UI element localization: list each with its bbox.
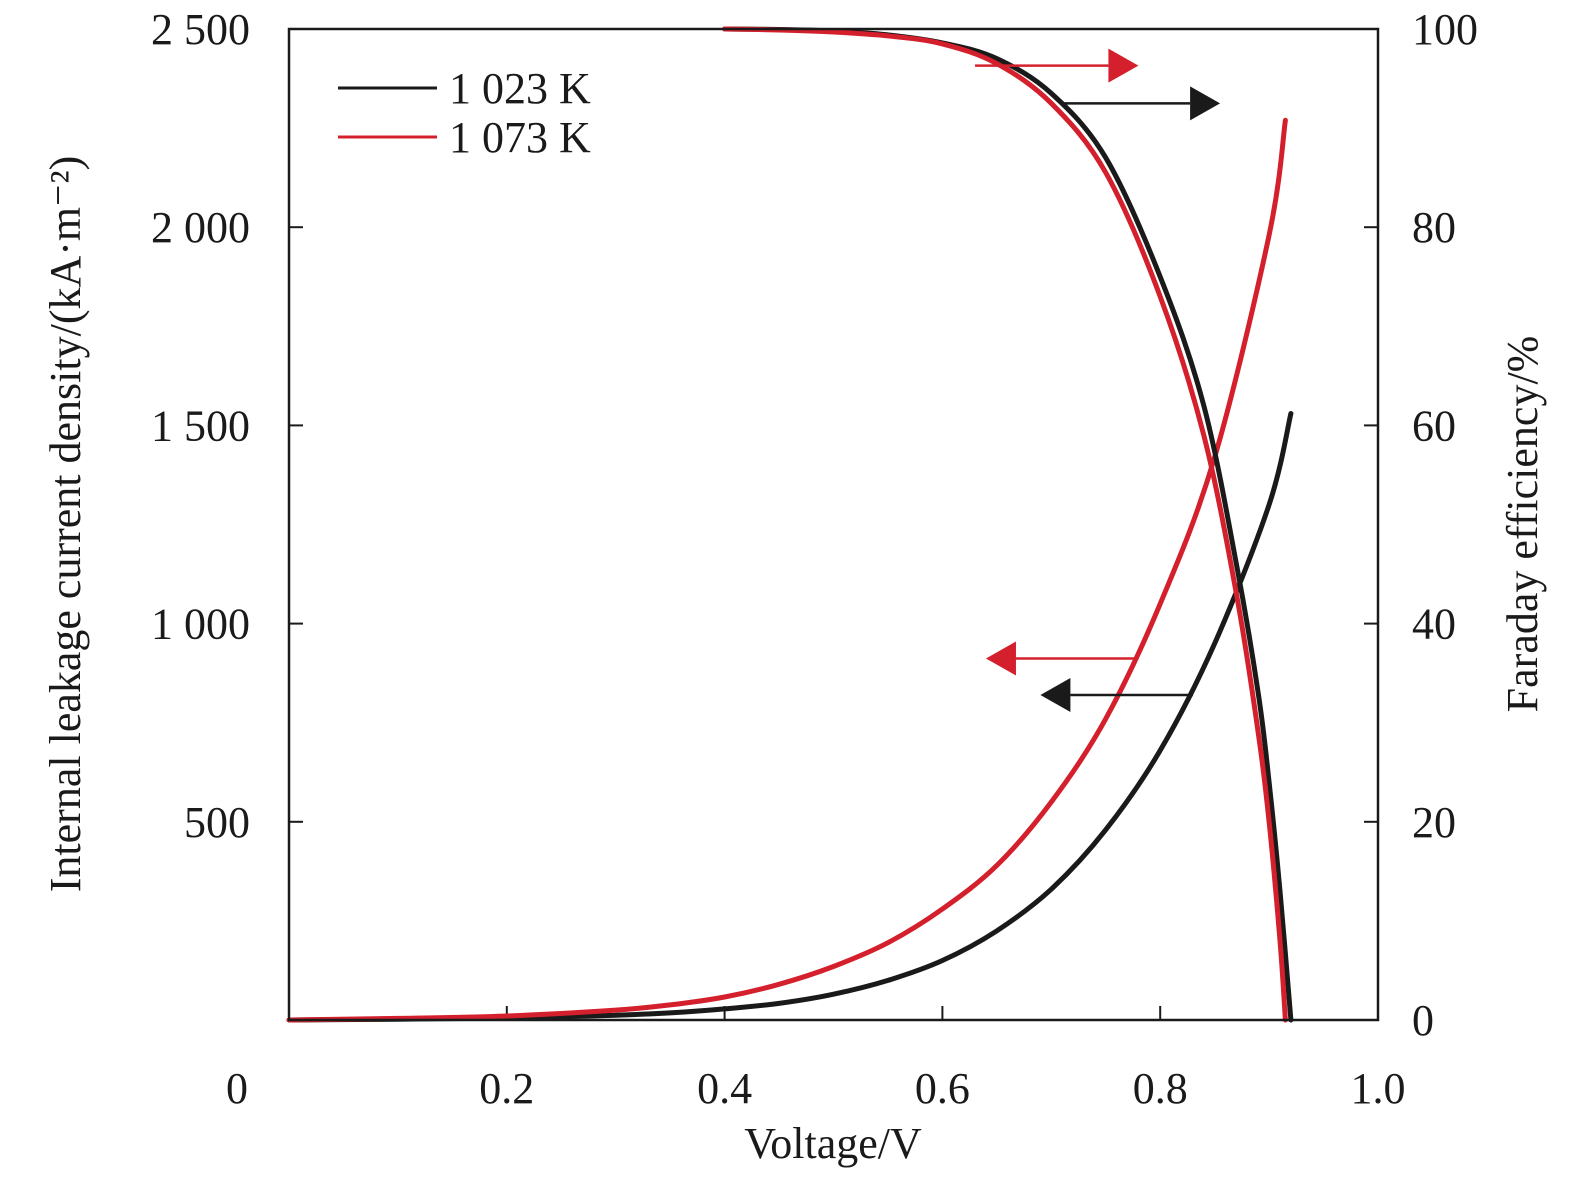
annotation-arrow-head [985, 641, 1016, 676]
y-left-axis-title: Internal leakage current density/(kA·m⁻²… [41, 156, 90, 892]
annotation-arrow-head [1190, 86, 1221, 121]
legend-label-1073: 1 073 K [449, 113, 591, 162]
x-tick-label: 0.2 [479, 1064, 534, 1113]
x-axis-title: Voltage/V [744, 1119, 922, 1168]
y-right-tick-label: 80 [1412, 203, 1456, 252]
series-line-1073K-leakage-current [286, 117, 1288, 1023]
legend: 1 023 K 1 073 K [338, 64, 591, 162]
series-line-1073K-faraday-efficiency [722, 26, 1288, 1023]
y-right-tick-label: 0 [1412, 996, 1434, 1045]
y-right-axis-title: Faraday efficiency/% [1498, 336, 1547, 713]
x-tick-label: 1.0 [1351, 1064, 1406, 1113]
tick-layer [289, 226, 1378, 1020]
annotation-layer [975, 48, 1221, 712]
y-right-tick-label: 40 [1412, 600, 1456, 649]
x-tick-label: 0 [226, 1064, 248, 1113]
y-left-tick-label: 1 000 [151, 600, 250, 649]
series-line-1023K-faraday-efficiency [722, 26, 1294, 1023]
y-left-tick-label: 500 [184, 798, 250, 847]
series-line-1023K-leakage-current [286, 411, 1294, 1023]
y-right-tick-label: 20 [1412, 798, 1456, 847]
y-right-tick-label: 100 [1412, 5, 1478, 54]
plot-frame [287, 27, 1380, 1022]
x-tick-label: 0.6 [915, 1064, 970, 1113]
y-left-tick-label: 2 500 [151, 5, 250, 54]
y-right-tick-label: 60 [1412, 401, 1456, 450]
annotation-arrow-head [1108, 48, 1139, 83]
annotation-arrow-head [1040, 677, 1071, 712]
legend-label-1023: 1 023 K [449, 64, 591, 113]
y-left-tick-label: 1 500 [151, 401, 250, 450]
label-layer: 0 0.2 0.4 0.6 0.8 1.0 500 1 000 1 500 2 000 2 500 0… [151, 5, 1478, 1113]
series-layer [286, 26, 1294, 1023]
y-left-tick-label: 2 000 [151, 203, 250, 252]
x-tick-label: 0.4 [697, 1064, 752, 1113]
x-tick-label: 0.8 [1133, 1064, 1188, 1113]
